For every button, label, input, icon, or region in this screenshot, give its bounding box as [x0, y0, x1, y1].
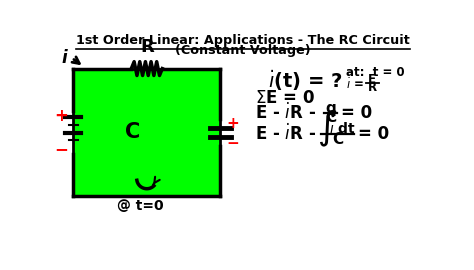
Text: −: − — [227, 136, 239, 151]
Text: 1st Order Linear: Applications - The RC Circuit: 1st Order Linear: Applications - The RC … — [76, 34, 410, 47]
Text: at:  t = 0: at: t = 0 — [346, 66, 405, 79]
Text: (Constant Voltage): (Constant Voltage) — [175, 44, 311, 57]
Text: R: R — [140, 38, 154, 56]
Text: $\Sigma$E = 0: $\Sigma$E = 0 — [255, 89, 315, 107]
Text: +: + — [227, 116, 239, 131]
Text: = 0: = 0 — [341, 104, 372, 122]
Text: $\int$: $\int$ — [317, 111, 335, 149]
Text: E - $\dot{\imath}$R -: E - $\dot{\imath}$R - — [255, 124, 317, 144]
Text: $\dot{\imath}$ dt: $\dot{\imath}$ dt — [329, 120, 356, 137]
Text: $\dot{\imath}$(t) = ?: $\dot{\imath}$(t) = ? — [268, 69, 343, 93]
Text: C: C — [125, 123, 140, 143]
Text: +: + — [55, 107, 69, 124]
Text: E - $\dot{\imath}$R -: E - $\dot{\imath}$R - — [255, 103, 317, 123]
Text: C: C — [325, 110, 336, 125]
Text: @ t=0: @ t=0 — [117, 199, 164, 213]
Text: = 0: = 0 — [358, 125, 390, 143]
Text: −: − — [55, 140, 69, 158]
Text: q: q — [325, 101, 336, 116]
Text: E: E — [368, 73, 376, 86]
Bar — [73, 69, 220, 196]
Text: $\dot{\imath}$ =: $\dot{\imath}$ = — [346, 77, 364, 92]
Text: i: i — [61, 49, 67, 67]
Text: C: C — [332, 132, 343, 147]
Text: R: R — [368, 80, 377, 94]
